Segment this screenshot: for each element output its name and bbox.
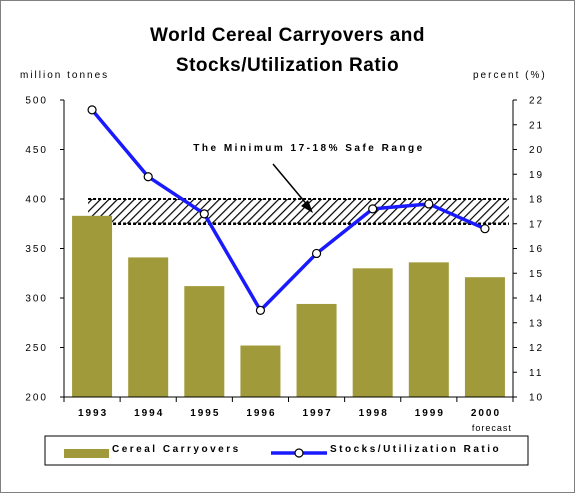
- bar-2000: [464, 277, 505, 397]
- x-tick-label: 2000: [471, 408, 501, 419]
- ratio-point-1999: [424, 199, 434, 209]
- right-tick-label: 12: [529, 343, 544, 354]
- annotation-arrow: [272, 163, 310, 208]
- ratio-point-1998: [368, 204, 378, 214]
- right-tick-label: 19: [529, 170, 544, 181]
- right-axis-label: percent (%): [473, 70, 547, 81]
- left-tick-label: 300: [25, 294, 48, 305]
- x-tick-label: 1998: [359, 408, 389, 419]
- ratio-point-1996: [255, 305, 266, 315]
- bar-1994: [128, 257, 169, 397]
- legend-bar-swatch: [64, 449, 109, 458]
- left-tick-label: 500: [25, 96, 48, 107]
- bar-1996: [240, 345, 281, 397]
- bar-1995: [184, 286, 225, 397]
- left-tick-label: 350: [25, 244, 48, 255]
- left-tick-label: 250: [25, 343, 48, 354]
- right-tick-label: 20: [529, 145, 544, 156]
- ratio-point-1993: [87, 105, 97, 115]
- left-tick-label: 450: [25, 145, 48, 156]
- chart-title-line2: Stocks/Utilization Ratio: [175, 55, 400, 76]
- legend-bar-label: Cereal Carryovers: [112, 444, 241, 455]
- chart-title-line1: World Cereal Carryovers and: [149, 25, 426, 46]
- forecast-note: forecast: [472, 423, 512, 433]
- annotation-arrowhead: [301, 200, 313, 213]
- right-tick-label: 21: [529, 120, 544, 131]
- ratio-line: [90, 108, 486, 313]
- bar-1999: [408, 262, 449, 397]
- right-tick-label: 22: [529, 96, 544, 107]
- safe-range-label: The Minimum 17-18% Safe Range: [193, 143, 424, 154]
- ratio-point-2000: [480, 224, 490, 234]
- right-tick-label: 16: [529, 244, 544, 255]
- right-tick-label: 14: [529, 294, 544, 305]
- legend-line-label: Stocks/Utilization Ratio: [330, 444, 501, 455]
- bar-1993: [72, 215, 113, 397]
- right-tick-label: 15: [529, 269, 544, 280]
- legend-line-marker: [294, 448, 304, 458]
- right-tick-label: 13: [529, 318, 544, 329]
- legend-box: [44, 435, 529, 466]
- x-tick-label: 1993: [78, 408, 108, 419]
- bar-1998: [352, 268, 393, 397]
- x-tick-label: 1995: [190, 408, 220, 419]
- right-tick-label: 17: [529, 219, 544, 230]
- bar-1997: [296, 303, 337, 397]
- right-tick-label: 10: [529, 393, 544, 404]
- left-tick-label: 200: [25, 393, 48, 404]
- x-tick-label: 1997: [302, 408, 332, 419]
- right-tick-label: 11: [529, 368, 543, 379]
- ratio-point-1995: [199, 209, 209, 219]
- right-tick-label: 18: [529, 195, 544, 206]
- left-axis-label: million tonnes: [20, 70, 110, 81]
- safe-range-band: [88, 199, 509, 224]
- x-tick-label: 1996: [246, 408, 276, 419]
- x-tick-label: 1994: [134, 408, 164, 419]
- left-tick-label: 400: [25, 195, 48, 206]
- ratio-point-1994: [143, 172, 153, 182]
- ratio-point-1997: [311, 248, 322, 259]
- x-tick-label: 1999: [415, 408, 445, 419]
